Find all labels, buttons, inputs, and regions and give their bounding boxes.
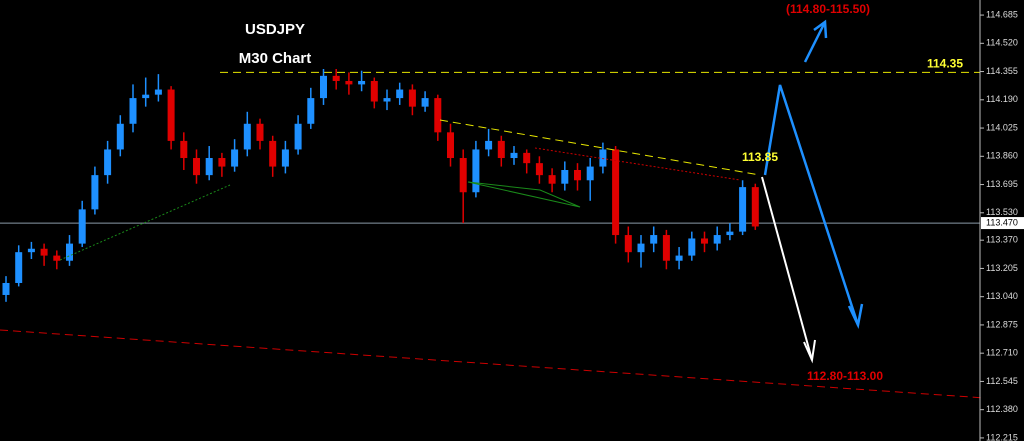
candle-body	[104, 149, 112, 176]
upper-target: (114.80-115.50)	[786, 2, 870, 16]
y-tick-label: 114.520	[986, 38, 1018, 48]
candle-body	[383, 98, 391, 102]
candle-body	[345, 80, 353, 85]
candle-body	[193, 158, 200, 176]
candle-body	[53, 255, 61, 261]
candle-body	[40, 248, 48, 256]
candle-body	[142, 94, 150, 99]
candle-body	[256, 123, 264, 141]
candle-body	[612, 149, 620, 236]
candle-body	[154, 89, 162, 95]
candle-body	[713, 235, 721, 244]
minor-line	[467, 181, 581, 208]
candle-body	[637, 243, 645, 253]
resistance-label: 114.35	[927, 57, 963, 71]
arrow-head	[813, 19, 828, 39]
candle-body	[662, 235, 670, 261]
lower-target: 112.80-113.00	[807, 369, 883, 383]
candle-body	[332, 75, 340, 81]
y-tick-label: 112.710	[986, 348, 1018, 358]
candle-body	[396, 89, 404, 99]
arrow-head	[803, 339, 816, 364]
y-tick-label: 112.875	[986, 319, 1018, 329]
candle-body	[472, 149, 480, 193]
y-tick-label: 113.040	[986, 291, 1018, 301]
candle-body	[320, 75, 327, 99]
y-tick-label: 114.685	[986, 9, 1018, 19]
current-price-label: 113.470	[986, 217, 1018, 227]
candle-body	[561, 169, 569, 184]
candle-body	[358, 80, 366, 85]
candle-body	[243, 123, 251, 150]
candle-body	[650, 235, 658, 244]
candle-body	[421, 98, 429, 107]
candle-body	[535, 163, 543, 176]
trend-line	[439, 119, 761, 176]
y-tick-label: 112.380	[986, 404, 1018, 414]
y-tick-label: 113.695	[986, 179, 1018, 189]
candle-body	[574, 169, 581, 181]
candle-body	[91, 175, 99, 210]
candle-body	[370, 80, 378, 102]
candle-body	[2, 282, 10, 295]
candle-body	[15, 252, 23, 283]
candle-body	[180, 140, 188, 159]
candle-body	[751, 187, 759, 227]
current-price-box	[981, 217, 1024, 230]
y-tick-label: 113.860	[986, 151, 1018, 161]
candle-body	[726, 231, 734, 236]
candle-body	[586, 166, 594, 181]
chart-title: USDJPY	[245, 21, 305, 38]
candle-body	[599, 149, 607, 167]
candle-body	[116, 123, 124, 150]
candle-body	[408, 89, 416, 107]
candle-body	[434, 98, 442, 133]
plot-area	[0, 68, 980, 302]
y-tick-label: 113.370	[986, 235, 1018, 245]
chart-subtitle: M30 Chart	[239, 50, 312, 67]
candle-body	[307, 98, 315, 124]
candle-body	[294, 123, 302, 150]
candle-body	[281, 149, 289, 167]
candle-body	[167, 89, 175, 141]
y-tick-label: 113.530	[986, 207, 1018, 217]
candle-body	[523, 152, 531, 164]
candle-body	[205, 158, 213, 176]
y-tick-label: 112.215	[986, 432, 1018, 441]
candle-body	[497, 140, 505, 159]
trend-point-label: 113.85	[742, 150, 778, 164]
candle-body	[675, 255, 683, 261]
candle-body	[218, 158, 226, 167]
candle-body	[231, 149, 239, 167]
y-tick-label: 114.355	[986, 66, 1018, 76]
candle-body	[447, 132, 454, 159]
candle-body	[78, 209, 86, 244]
candle-body	[510, 152, 518, 159]
arrow-head	[847, 303, 864, 329]
y-tick-label: 112.545	[986, 376, 1018, 386]
y-tick-label: 113.205	[986, 263, 1018, 273]
candle-body	[66, 243, 73, 261]
y-tick-label: 114.025	[986, 122, 1018, 132]
candle-body	[739, 187, 747, 232]
candle-body	[485, 140, 493, 150]
candle-body	[459, 158, 467, 193]
minor-line	[59, 184, 231, 261]
y-tick-label: 114.190	[986, 94, 1018, 104]
candle-body	[701, 238, 708, 244]
support-line	[0, 329, 986, 399]
projection-line	[803, 21, 827, 63]
candle-body	[27, 248, 35, 253]
candle-body	[129, 98, 137, 124]
candle-body	[624, 235, 632, 253]
minor-line	[534, 147, 741, 181]
projection-line	[763, 84, 860, 326]
candle-body	[269, 140, 277, 167]
candle-body	[548, 175, 556, 184]
candle-body	[688, 238, 696, 256]
projection-line	[761, 176, 813, 361]
